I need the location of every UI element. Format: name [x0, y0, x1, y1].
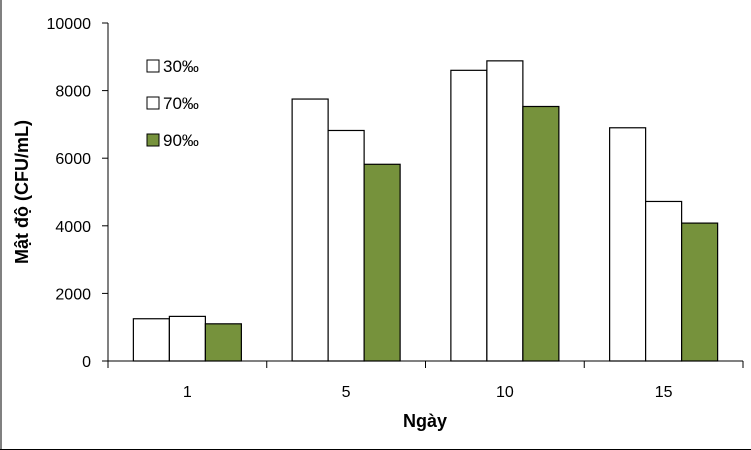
y-tick-label-1: 0: [82, 354, 91, 371]
y-tick-label-3: 4000: [55, 219, 91, 236]
bar-series3-cat1: [204, 323, 242, 362]
legend-swatch-2: [146, 96, 160, 110]
x-tick-label-1: 1: [183, 384, 192, 401]
legend-swatch-3: [146, 133, 160, 147]
legend-label-2: 70‰: [163, 94, 199, 113]
bars: [132, 60, 719, 362]
bar-series3-cat4: [681, 222, 719, 362]
bar-series3-cat3: [522, 105, 560, 362]
y-tick-label-4: 6000: [55, 151, 91, 168]
bar-series1-cat3: [450, 69, 488, 362]
legend-label-3: 90‰: [163, 131, 199, 150]
bar-series2-cat2: [327, 129, 365, 362]
y-tick-label-5: 8000: [55, 84, 91, 101]
legend: 30‰ 70‰ 90‰: [146, 57, 199, 150]
x-tick-label-2: 5: [342, 384, 351, 401]
bar-series2-cat4: [645, 200, 683, 362]
bar-series3-cat2: [363, 163, 401, 362]
bar-series1-cat1: [132, 318, 170, 362]
legend-swatch-1: [146, 59, 160, 73]
bar-series1-cat2: [291, 98, 329, 362]
x-axis-title: Ngày: [403, 411, 447, 431]
bar-series2-cat3: [486, 60, 524, 362]
x-tick-label-3: 10: [496, 384, 514, 401]
bar-series2-cat1: [168, 315, 206, 362]
y-tick-label-6: 10000: [47, 16, 92, 33]
y-tick-label-2: 2000: [55, 286, 91, 303]
y-axis-title: Mật độ (CFU/mL): [12, 120, 32, 264]
legend-label-1: 30‰: [163, 57, 199, 76]
x-tick-label-4: 15: [655, 384, 673, 401]
bar-series1-cat4: [609, 127, 647, 362]
